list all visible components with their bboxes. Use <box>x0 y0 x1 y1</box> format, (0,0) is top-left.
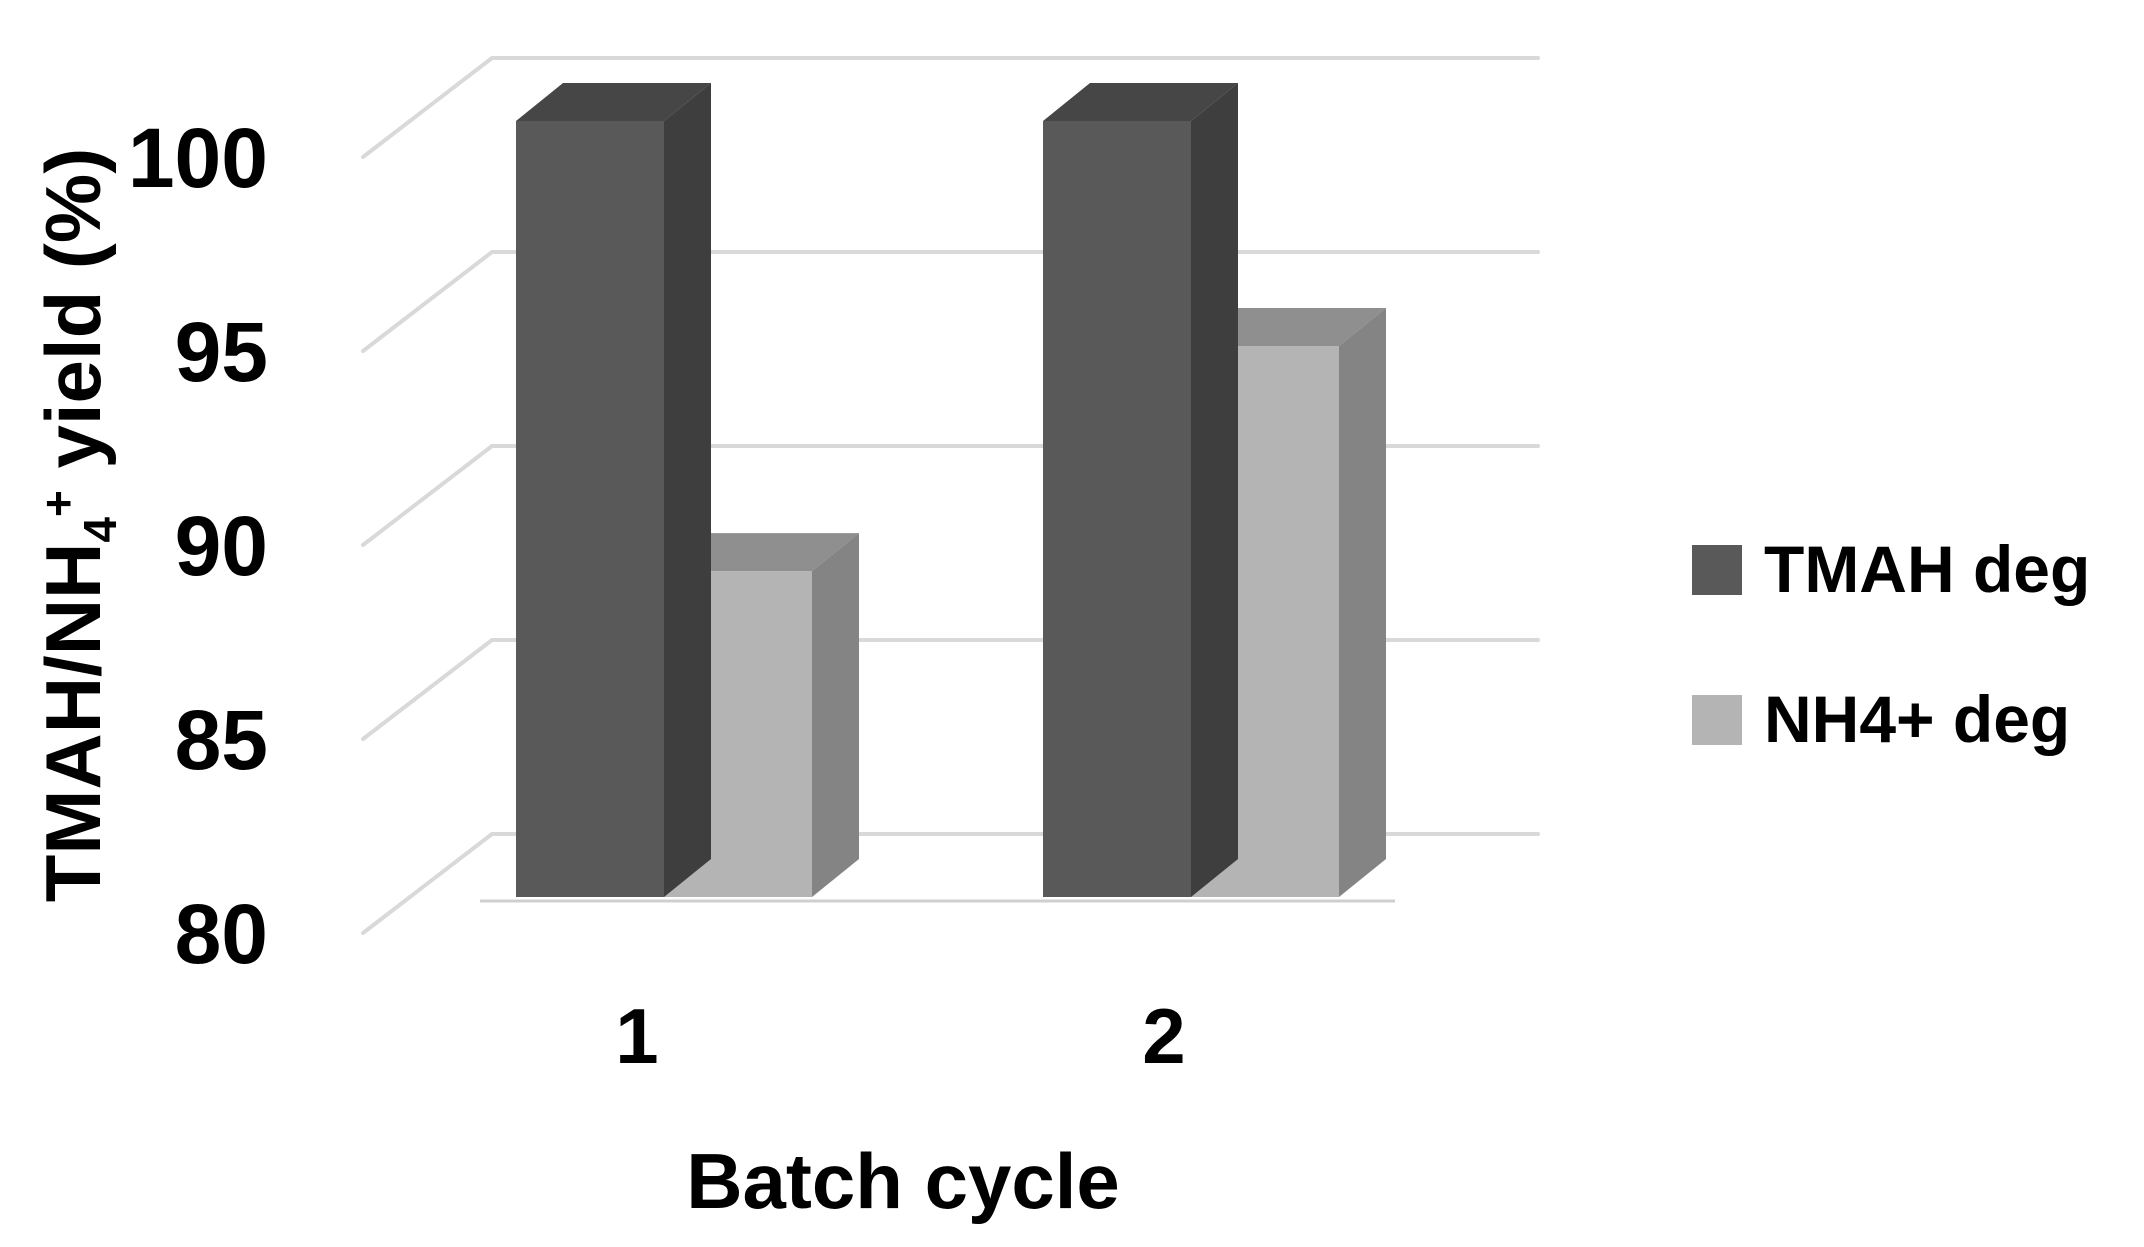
y-axis-title-subscript: 4 <box>74 517 126 543</box>
y-tick-90: 90 <box>175 499 268 593</box>
y-axis-title-suffix: yield (%) <box>29 148 117 490</box>
legend-marker-nh4-deg <box>1692 695 1742 745</box>
bar-top-face <box>516 83 711 121</box>
y-axis-title-superscript: + <box>32 490 84 517</box>
bar-front-face <box>516 121 664 897</box>
bar-side-face <box>1339 308 1386 897</box>
legend-label-tmah-deg: TMAH deg <box>1764 532 2090 606</box>
gridline-100 <box>361 56 1540 159</box>
bar-front-face <box>1043 121 1191 897</box>
legend-label-nh4-deg: NH4+ deg <box>1764 682 2070 756</box>
y-axis-ticks: 100 95 90 85 80 <box>128 111 268 981</box>
x-axis-ticks: 1 2 <box>615 992 1185 1080</box>
legend-marker-tmah-deg <box>1692 545 1742 595</box>
x-category-2: 2 <box>1142 992 1185 1080</box>
legend: TMAH deg NH4+ deg <box>1692 532 2090 756</box>
y-tick-100: 100 <box>128 111 268 205</box>
x-category-1: 1 <box>615 992 658 1080</box>
y-axis-title-prefix: TMAH/NH <box>29 543 117 903</box>
bar-top-face <box>1191 308 1386 347</box>
bar-nh4-deg-cycle-2 <box>1191 308 1386 897</box>
bar-series <box>516 83 1386 897</box>
x-axis-title: Batch cycle <box>686 1137 1120 1225</box>
bar-top-face <box>664 533 859 572</box>
y-tick-80: 80 <box>175 887 268 981</box>
bar-tmah-deg-cycle-1 <box>516 83 711 897</box>
y-axis-title: TMAH/NH4+ yield (%) <box>29 148 126 902</box>
bar-side-face <box>812 533 859 897</box>
bar-top-face <box>1043 83 1238 121</box>
y-tick-85: 85 <box>175 693 268 787</box>
bar-side-face <box>664 83 711 897</box>
y-tick-95: 95 <box>175 305 268 399</box>
bar-tmah-deg-cycle-2 <box>1043 83 1238 897</box>
bar-side-face <box>1191 83 1238 897</box>
